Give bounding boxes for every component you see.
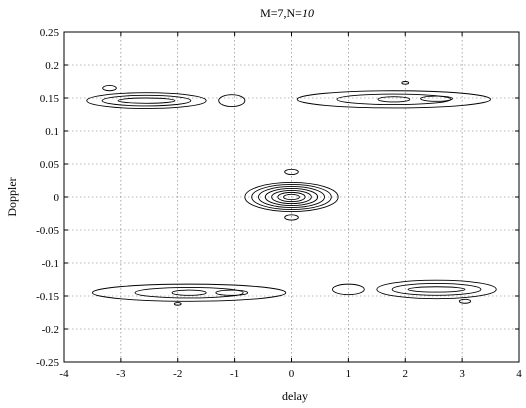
contour-lines [86, 81, 497, 306]
x-tick-label: 2 [403, 368, 409, 380]
contour-group-ridge-upper-right-blip [401, 81, 410, 85]
contour-group-ridge-upper-left-blip [102, 85, 117, 92]
y-tick-label: 0.1 [45, 126, 59, 138]
contour-line [117, 97, 176, 104]
contour-line [401, 81, 410, 85]
x-tick-label: -2 [173, 368, 182, 380]
contour-line [336, 93, 452, 106]
x-tick-label: 0 [289, 368, 295, 380]
tick-labels: -4 -3 -2 -1 0 1 2 3 4 0.25 0.2 0.15 0.1 0.05 0 -0.05 -0.… [36, 27, 522, 380]
contour-line [458, 298, 472, 304]
contour-line [258, 185, 325, 209]
y-tick-label: -0.15 [36, 291, 59, 303]
contour-line [391, 283, 482, 296]
contour-group-ridge-upper-left [86, 92, 207, 110]
contour-group-ridge-upper-left-small [218, 94, 246, 108]
contour-line [173, 302, 182, 306]
y-tick-label: 0.2 [45, 60, 59, 72]
contour-line [420, 95, 453, 102]
contour-line [251, 184, 332, 210]
contour-group-ridge-lower-left [91, 283, 287, 302]
contour-line [91, 283, 287, 302]
contour-line [264, 187, 319, 207]
contour-group-ridge-upper-right [296, 90, 492, 109]
x-tick-label: -4 [59, 368, 69, 380]
contour-line [171, 289, 207, 296]
x-tick-label: 3 [459, 368, 465, 380]
y-tick-label: -0.25 [36, 357, 59, 369]
contour-line [284, 168, 299, 176]
contour-group-center-lower-blip [284, 214, 299, 221]
grid [64, 32, 519, 362]
contour-group-center-upper-blip [284, 168, 299, 176]
y-tick-label: 0 [54, 192, 60, 204]
contour-group-ridge-lower-right-small [332, 283, 365, 296]
contour-line [284, 214, 299, 221]
contour-line [215, 289, 249, 296]
y-tick-label: 0.05 [40, 159, 60, 171]
tick-marks [63, 31, 520, 363]
contour-group-ridge-lower-left-blip [173, 302, 182, 306]
contour-line [102, 85, 117, 92]
x-tick-label: -1 [230, 368, 239, 380]
contour-group-center-peak [244, 182, 339, 212]
x-tick-label: 1 [346, 368, 352, 380]
y-tick-label: 0.15 [40, 93, 60, 105]
contour-line [86, 92, 207, 110]
x-tick-label: 4 [516, 368, 522, 380]
y-tick-label: -0.1 [42, 258, 59, 270]
contour-group-ridge-lower-right-blip [458, 298, 472, 304]
y-tick-label: -0.2 [42, 324, 59, 336]
x-tick-label: -3 [116, 368, 126, 380]
contour-line [101, 94, 192, 107]
contour-line [271, 189, 312, 205]
chart-title-suffix: 10 [302, 6, 314, 20]
contour-line [332, 283, 365, 296]
contour-line [376, 279, 497, 300]
contour-group-ridge-lower-right [376, 279, 497, 300]
contour-line [134, 286, 244, 299]
contour-line [218, 94, 246, 108]
contour-line [296, 90, 492, 109]
chart-title-prefix: M=7,N= [260, 6, 302, 20]
contour-line [244, 182, 339, 212]
x-axis-label: delay [282, 389, 308, 403]
contour-line [377, 96, 411, 103]
chart-title: M=7,N=10 [260, 6, 314, 20]
contour-line [283, 193, 300, 201]
y-tick-label: -0.05 [36, 225, 59, 237]
contour-line [277, 191, 306, 203]
contour-group-ridge-lower-left-inner [215, 289, 249, 296]
y-tick-label: 0.25 [40, 27, 60, 39]
contour-line [407, 286, 466, 293]
y-axis-label: Doppler [5, 177, 19, 216]
contour-group-ridge-upper-right-inner [420, 95, 453, 102]
